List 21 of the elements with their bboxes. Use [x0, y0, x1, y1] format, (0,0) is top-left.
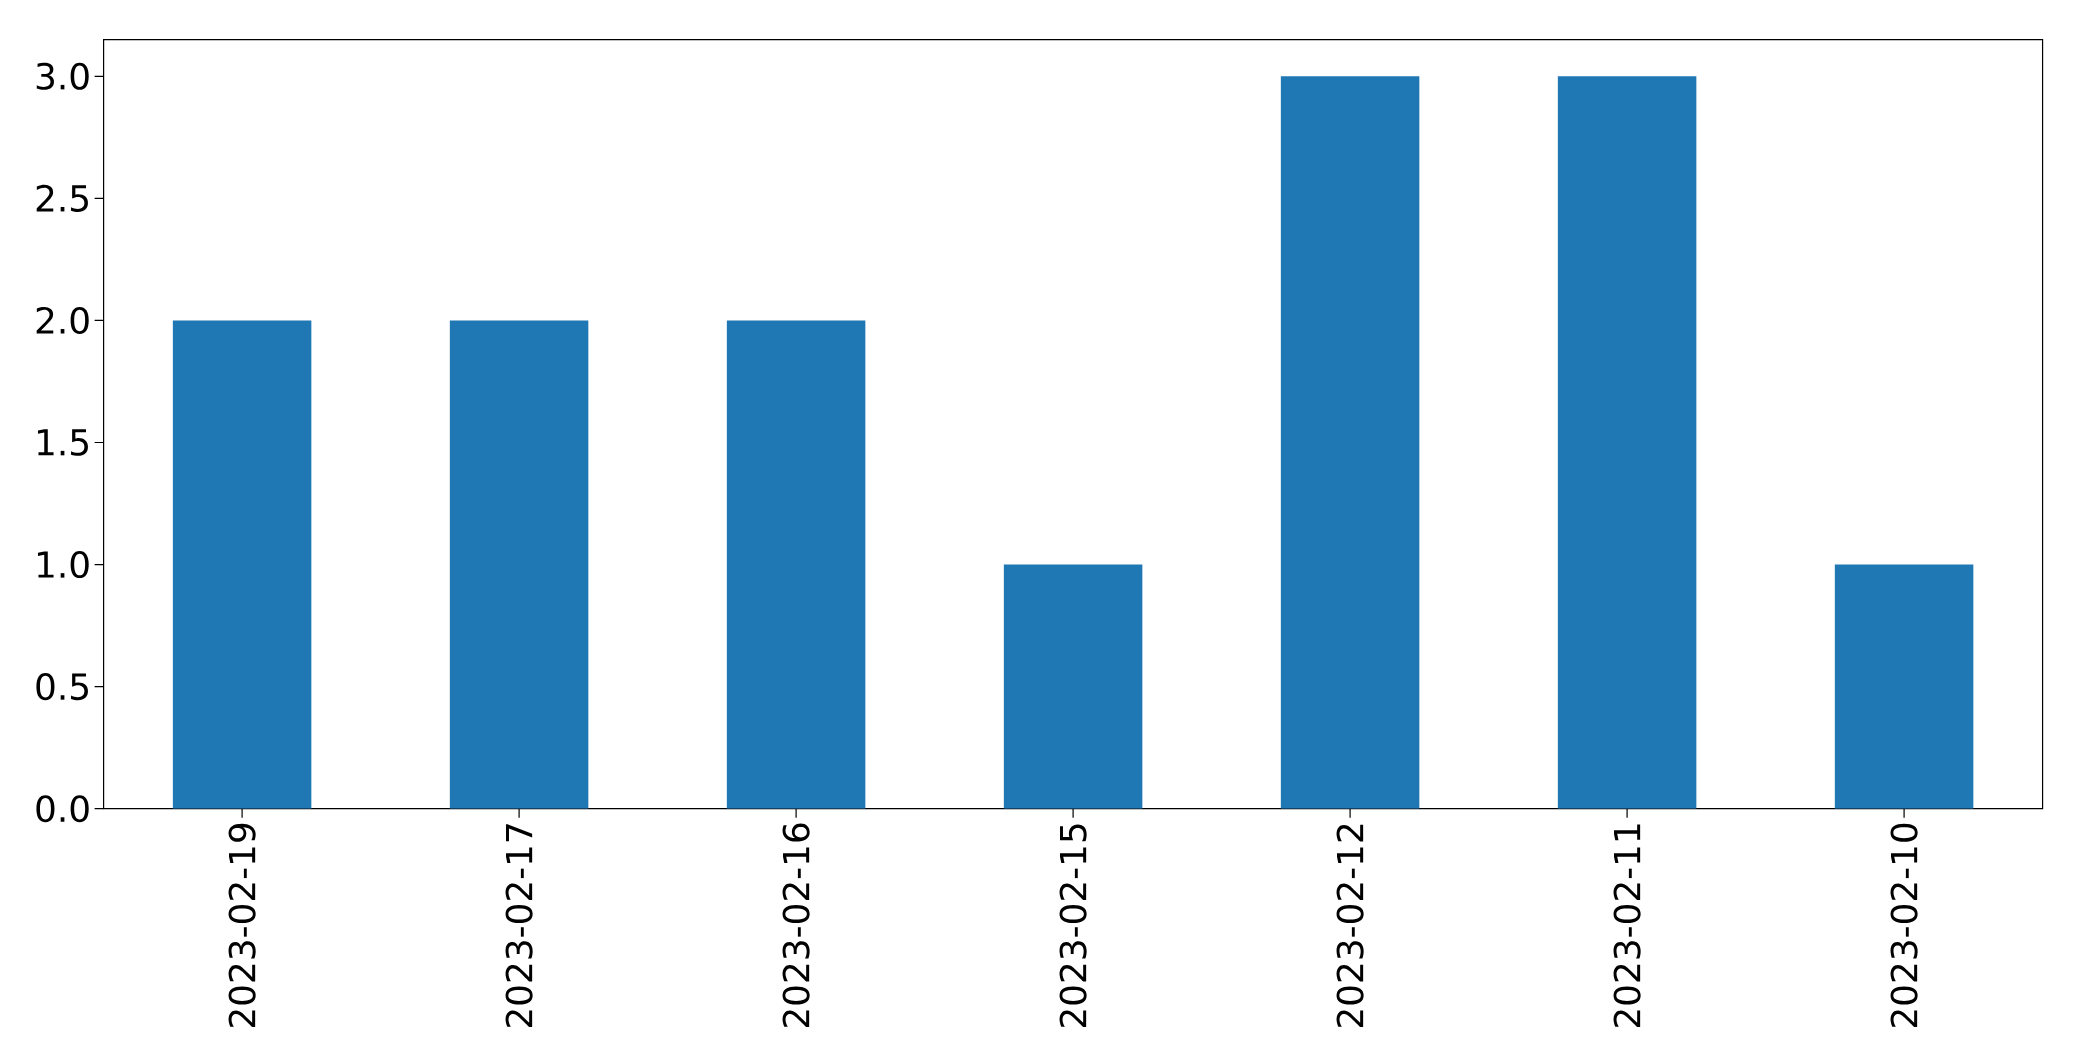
x-tick-label: 2023-02-17	[505, 824, 533, 1028]
bar	[1280, 76, 1420, 809]
y-tick-label: 1.0	[37, 551, 89, 579]
x-tick-label: 2023-02-11	[1613, 824, 1641, 1028]
y-tick-label: 0.0	[36, 795, 89, 823]
bar	[449, 320, 589, 809]
x-tick-label: 2023-02-10	[1890, 823, 1918, 1028]
bar	[1557, 76, 1697, 809]
x-tick-label: 2023-02-12	[1336, 824, 1364, 1028]
y-tick-label: 1.5	[37, 429, 88, 456]
x-tick-label: 2023-02-19	[228, 823, 256, 1028]
y-tick-label: 0.5	[36, 673, 88, 701]
y-tick-label: 2.0	[36, 306, 89, 334]
bar	[172, 320, 312, 809]
y-tick-label: 3.0	[36, 62, 89, 90]
x-tick-label: 2023-02-15	[1059, 824, 1087, 1028]
bar	[1003, 564, 1143, 809]
y-tick-label: 2.5	[36, 184, 88, 212]
x-tick-label: 2023-02-16	[782, 823, 810, 1028]
bar	[1834, 564, 1974, 809]
bar	[726, 320, 866, 809]
